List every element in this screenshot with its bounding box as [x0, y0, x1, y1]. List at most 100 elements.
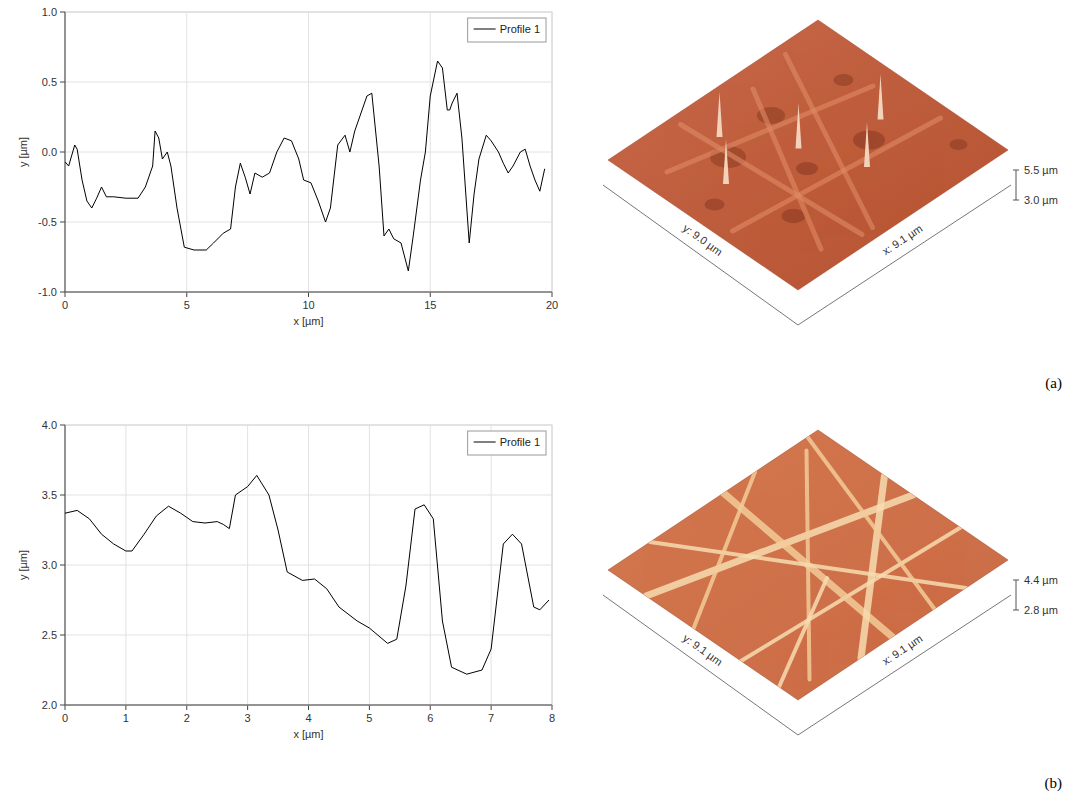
fiber — [681, 125, 863, 235]
pit — [796, 162, 818, 175]
tick — [430, 705, 431, 710]
y-axis — [65, 12, 66, 292]
tick — [1013, 580, 1019, 581]
tick — [60, 82, 65, 83]
pit — [950, 139, 968, 150]
tick — [186, 705, 187, 710]
fiber — [861, 476, 885, 659]
tick-label: 5.5 µm — [1024, 164, 1058, 176]
tick-label: 20 — [546, 299, 558, 311]
grid-line — [65, 152, 552, 153]
pit — [853, 130, 885, 149]
profile-line — [65, 61, 545, 271]
fiber — [650, 542, 966, 588]
y-axis-title: y [µm] — [17, 550, 29, 580]
tick — [65, 705, 66, 710]
tick — [308, 292, 309, 297]
tick-label: 5 — [366, 712, 372, 724]
figure: 05101520-1.0-0.50.00.51.0x [µm]y [µm]Pro… — [0, 0, 1081, 800]
tick — [430, 292, 431, 297]
tick-label: 3.0 µm — [1024, 194, 1058, 206]
tick — [60, 222, 65, 223]
tick-label: 5 — [184, 299, 190, 311]
tick-label: 10 — [302, 299, 314, 311]
data-group — [65, 61, 545, 271]
grid-line — [65, 565, 552, 566]
texture — [667, 55, 968, 250]
plot-area — [65, 12, 552, 292]
spike — [717, 92, 723, 137]
tick — [247, 705, 248, 710]
tick — [1013, 200, 1019, 201]
pit — [834, 74, 854, 86]
legend-swatch — [474, 29, 496, 30]
tick — [308, 705, 309, 710]
tick-label: -0.5 — [38, 216, 57, 228]
tick — [60, 292, 65, 293]
panel-label: (a) — [1045, 375, 1062, 392]
x-axis-title: x [µm] — [293, 315, 323, 327]
grid-line — [65, 292, 552, 293]
tick-label: 6 — [427, 712, 433, 724]
grid-line — [65, 495, 552, 496]
grid-line — [65, 222, 552, 223]
tick-label: 1.0 — [42, 6, 57, 18]
tick-label: 15 — [424, 299, 436, 311]
tick-label: 2.8 µm — [1024, 604, 1058, 616]
tick — [60, 705, 65, 706]
tick-label: -1.0 — [38, 286, 57, 298]
tick — [125, 705, 126, 710]
afm-surface: y: 9.1 µm x: 9.1 µm 4.4 µm 2.8 µm — [603, 430, 1058, 735]
spike — [796, 104, 802, 149]
spike — [878, 75, 884, 120]
tick-label: 4 — [305, 712, 311, 724]
x-axis — [65, 292, 552, 293]
grid-line — [65, 12, 66, 292]
plot-area — [65, 425, 552, 705]
axis-label: x: 9.1 µm — [880, 222, 925, 257]
legend-box — [468, 431, 546, 455]
tick-label: 3.0 — [42, 559, 57, 571]
tick-label: 0.5 — [42, 76, 57, 88]
legend-swatch — [474, 442, 496, 443]
grid-line — [65, 82, 552, 83]
texture — [646, 437, 966, 687]
legend-box — [468, 18, 546, 42]
tick — [60, 565, 65, 566]
fiber — [741, 528, 961, 662]
fiber — [779, 578, 827, 687]
legend: Profile 1 — [468, 18, 546, 42]
tick-label: 0 — [62, 712, 68, 724]
afm-surface: y: 9.0 µm x: 9.1 µm 5.5 µm 3.0 µm — [603, 20, 1058, 325]
tick-label: 8 — [549, 712, 555, 724]
fiber — [694, 472, 756, 629]
tick — [369, 705, 370, 710]
tick — [65, 292, 66, 297]
tick-label: 2.5 — [42, 629, 57, 641]
data-group — [65, 475, 549, 674]
tick — [60, 635, 65, 636]
spike — [864, 122, 870, 167]
line-chart: 0123456782.02.53.03.54.0x [µm]y [µm]Prof… — [17, 419, 555, 740]
tick — [552, 705, 553, 710]
surface — [608, 430, 1008, 700]
surface — [608, 20, 1008, 290]
axis-label: x: 9.1 µm — [880, 632, 925, 667]
tick — [491, 705, 492, 710]
legend: Profile 1 — [468, 431, 546, 455]
tick-label: 2.0 — [42, 699, 57, 711]
profile-line — [65, 475, 549, 674]
legend-label: Profile 1 — [500, 436, 540, 448]
fiber — [786, 55, 873, 228]
tick-label: 4.4 µm — [1024, 574, 1058, 586]
tick — [60, 12, 65, 13]
tick-label: 4.0 — [42, 419, 57, 431]
tick-label: 1 — [123, 712, 129, 724]
tick — [60, 495, 65, 496]
axis-label: y: 9.0 µm — [681, 222, 725, 258]
tick — [1013, 610, 1019, 611]
axis-label: y: 9.1 µm — [681, 632, 725, 668]
tick — [60, 425, 65, 426]
tick — [186, 292, 187, 297]
x-axis-title: x [µm] — [293, 728, 323, 740]
